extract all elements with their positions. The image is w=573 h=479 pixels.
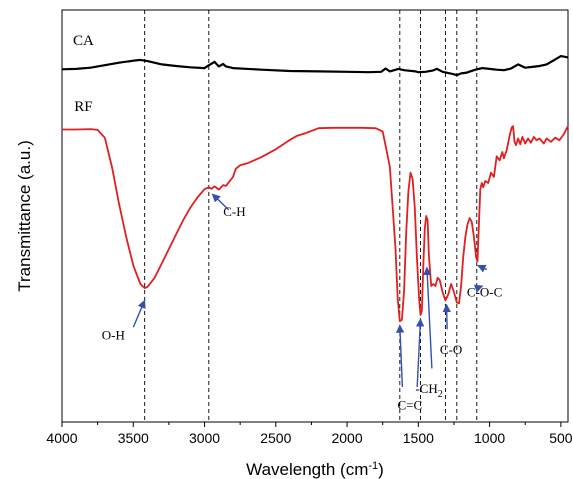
x-tick-label-2000: 2000 bbox=[331, 430, 362, 446]
annotation-label-c-h: C-H bbox=[223, 204, 245, 219]
reference-lines bbox=[144, 10, 478, 422]
x-tick-label-3000: 3000 bbox=[189, 430, 220, 446]
x-axis-label: Wavelength (cm-1) bbox=[246, 460, 384, 479]
annotation-arrow-c-o-c-2 bbox=[477, 264, 488, 273]
annotation-label-c-o: C-O bbox=[440, 342, 462, 357]
x-tick-label-1500: 1500 bbox=[403, 430, 434, 446]
annotation-arrow-c-c bbox=[395, 324, 405, 388]
x-ticks: 4000 3500 3000 2500 2000 1500 1000 500 bbox=[46, 422, 573, 446]
series-labels: CA RF bbox=[73, 33, 94, 115]
annotation-label--ch: -CH2 bbox=[415, 381, 442, 400]
annotation-arrow-o-h bbox=[132, 299, 146, 328]
annotation-label-c-c: C=C bbox=[397, 398, 422, 413]
annotation-arrow-c-o-c bbox=[473, 284, 484, 293]
annotation-label-o-h: O-H bbox=[102, 328, 125, 343]
annotation-arrow-c-c-2 bbox=[415, 318, 425, 388]
series-line-ca bbox=[61, 55, 569, 77]
series-label-ca: CA bbox=[73, 33, 94, 49]
annotation-arrow--ch bbox=[423, 266, 433, 369]
annotation-arrow-c-h bbox=[211, 193, 230, 211]
x-tick-label-2500: 2500 bbox=[260, 430, 291, 446]
annotation-arrow-c-o bbox=[442, 303, 451, 330]
y-axis-label: Transmittance (a.u.) bbox=[15, 140, 34, 291]
x-tick-label-3500: 3500 bbox=[118, 430, 149, 446]
annotation-label-c-o-c: C-O-C bbox=[467, 284, 502, 299]
annotations: O-H C-H C=C-CH2 C-O C-O-C bbox=[102, 193, 502, 413]
x-tick-label-1000: 1000 bbox=[474, 430, 505, 446]
series-layer bbox=[61, 55, 569, 322]
x-tick-label-4000: 4000 bbox=[46, 430, 77, 446]
x-axis-label-sup: -1 bbox=[368, 460, 378, 472]
plot-frame bbox=[61, 9, 569, 423]
x-axis-label-main: Wavelength (cm bbox=[246, 460, 368, 479]
annotation-label-sub: 2 bbox=[438, 389, 443, 400]
series-line-rf bbox=[62, 125, 569, 322]
series-label-rf: RF bbox=[74, 99, 92, 115]
x-axis-label-end: ) bbox=[378, 460, 384, 479]
x-tick-label-500: 500 bbox=[549, 430, 573, 446]
